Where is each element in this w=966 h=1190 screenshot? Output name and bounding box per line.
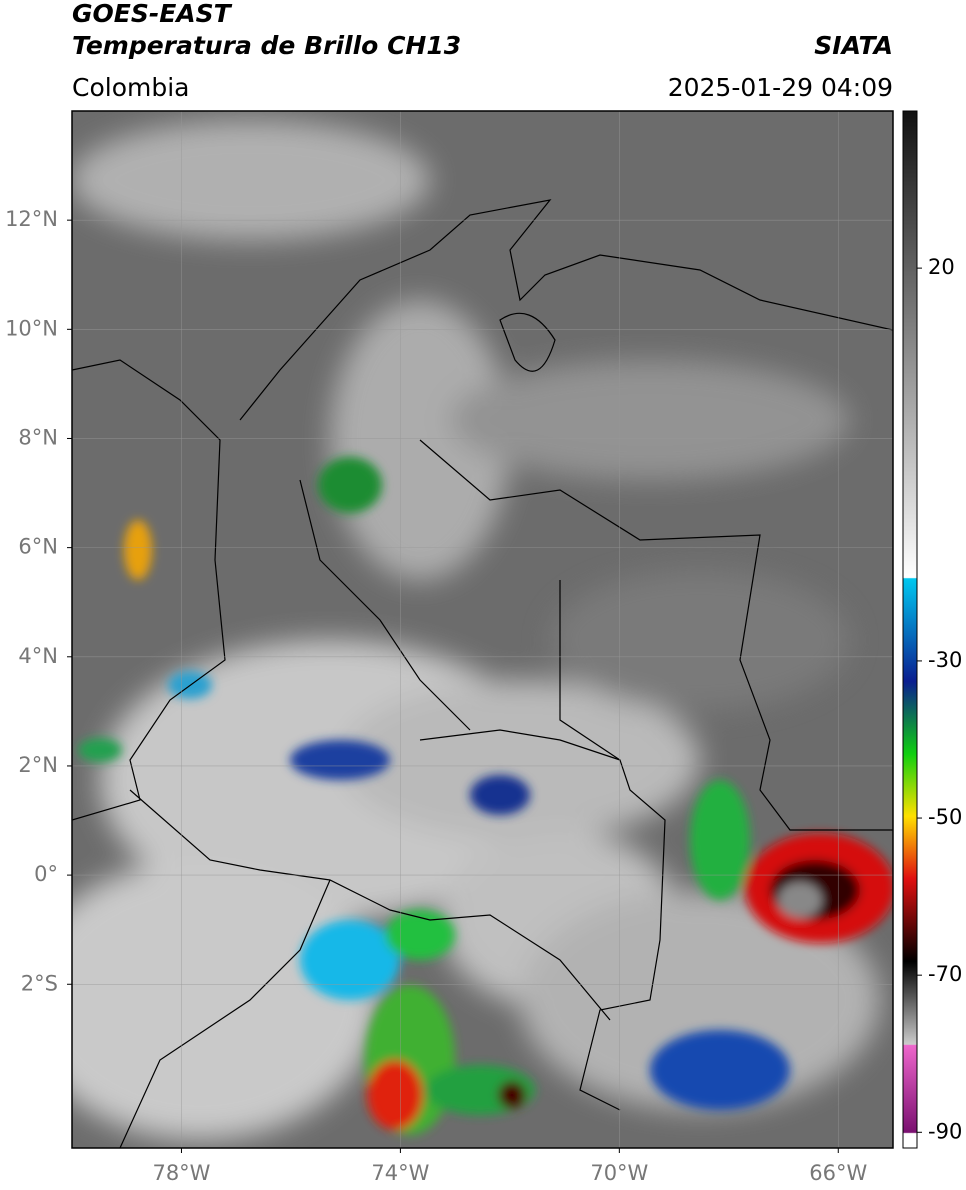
colorbar-tick-label: -90 (928, 1119, 962, 1143)
y-tick-label: 2°S (21, 971, 58, 995)
satellite-image (72, 111, 893, 1148)
y-tick-label: 12°N (5, 207, 58, 231)
x-tick-label: 70°W (590, 1161, 648, 1185)
colorbar-tick-label: -70 (928, 962, 962, 986)
product: Temperatura de Brillo CH13 (72, 31, 461, 60)
colorbar-tick-label: 20 (928, 255, 955, 279)
colorbar-tick-label: -30 (928, 648, 962, 672)
y-tick-label: 2°N (18, 753, 58, 777)
x-tick-label: 74°W (371, 1161, 429, 1185)
colorbar (902, 110, 918, 1149)
map-frame (71, 110, 894, 1149)
y-tick-label: 10°N (5, 316, 58, 340)
gridlines (72, 111, 893, 1148)
satellite: GOES-EAST (72, 0, 233, 28)
y-tick-label: 0° (34, 862, 58, 886)
colorbar-tick-label: -50 (928, 805, 962, 829)
source: SIATA (814, 31, 893, 60)
region: Colombia (72, 73, 189, 102)
y-tick-label: 6°N (18, 535, 58, 559)
datetime: 2025-01-29 04:09 (668, 73, 893, 102)
y-tick-label: 4°N (18, 644, 58, 668)
x-tick-label: 78°W (152, 1161, 210, 1185)
x-tick-label: 66°W (809, 1161, 867, 1185)
y-tick-label: 8°N (18, 425, 58, 449)
